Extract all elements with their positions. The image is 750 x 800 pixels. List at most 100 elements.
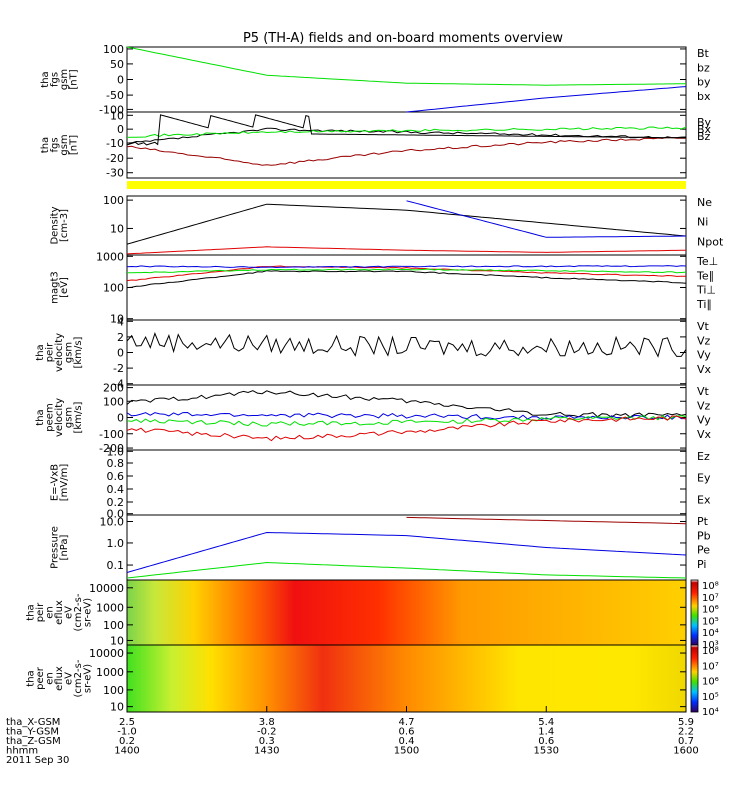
fgs-frame bbox=[126, 46, 687, 113]
peir_spec-colorbar-label: 10⁸ bbox=[702, 581, 719, 592]
fgs_dsl-tick-label: 0 bbox=[117, 123, 124, 136]
xaxis-row-label: tha_Z-GSM bbox=[6, 736, 61, 747]
density-legend-2: Npot bbox=[697, 235, 724, 248]
peir_spec-ylabel: (cm2-s- bbox=[73, 593, 84, 631]
peer_spec-ylabel: sr-eV) bbox=[83, 664, 94, 693]
peem_vel-tick-label: -100 bbox=[99, 428, 124, 441]
peir_vel-legend-3: Vx bbox=[697, 363, 712, 376]
pressure-tick-label: 1.0 bbox=[107, 537, 125, 550]
xaxis-value: 2.5 bbox=[119, 717, 135, 728]
efield-tick-label: 0.4 bbox=[107, 483, 125, 496]
efield-legend-2: Ex bbox=[697, 493, 711, 506]
series-fgs_dsl-2 bbox=[126, 127, 687, 144]
fgs_dsl-tick-label: 10 bbox=[110, 109, 124, 122]
series-pressure-18 bbox=[126, 531, 687, 573]
peir_vel-frame bbox=[126, 319, 687, 386]
xaxis-value: 3.8 bbox=[259, 717, 275, 728]
xaxis-value: 0.2 bbox=[119, 736, 135, 747]
peir_spec-ylabel: eV bbox=[64, 606, 75, 619]
series-peir_vel-12 bbox=[126, 332, 687, 358]
panel-peir_spec: 10⁸10⁷10⁶10⁵10⁴10³10000100010010thapeire… bbox=[26, 579, 719, 651]
peir_spec-colorbar-label: 10³ bbox=[702, 640, 719, 651]
peer_spec-ylabel: peer bbox=[35, 666, 46, 690]
efield-tick-label: 0.0 bbox=[107, 508, 125, 521]
pressure-legend-2: Pe bbox=[697, 544, 710, 557]
series-peem_vel-15 bbox=[126, 415, 687, 427]
fgs_dsl-ylabel: tha bbox=[40, 137, 51, 153]
peem_vel-ylabel: tha bbox=[35, 409, 46, 425]
series-temp-10 bbox=[126, 265, 687, 269]
series-fgs_dsl-3 bbox=[126, 136, 686, 166]
peer_spec-tick-label: 10000 bbox=[89, 647, 124, 660]
series-temp-11 bbox=[126, 268, 687, 274]
xaxis-value: 0.3 bbox=[259, 736, 275, 747]
panel-efield: 1.00.80.60.40.20.0 E=-VxB[mV/m] Ez Ey Ex bbox=[49, 445, 711, 520]
fgs_dsl-tick-label: -30 bbox=[106, 167, 124, 180]
peir_vel-tick-label: -2 bbox=[113, 362, 124, 375]
peem_vel-legend-2: Vy bbox=[697, 414, 711, 427]
peer_spec-spectrogram bbox=[127, 645, 686, 712]
peir_spec-ylabel: en bbox=[45, 606, 56, 619]
peir_spec-ylabel: sr-eV) bbox=[83, 598, 94, 627]
series-fgs_dsl-sawtooth bbox=[126, 114, 686, 146]
fgs_dsl-ylabel: gsm bbox=[59, 134, 70, 155]
xaxis-value: 0.6 bbox=[538, 736, 554, 747]
peem_vel-ylabel: [km/s] bbox=[73, 401, 84, 433]
pressure-frame bbox=[126, 514, 687, 581]
peir_spec-tick-label: 1000 bbox=[96, 601, 124, 614]
peem_vel-ylabel: gsm bbox=[64, 407, 75, 428]
efield-tick-label: 0.6 bbox=[107, 470, 125, 483]
pressure-legend-3: Pi bbox=[697, 558, 706, 571]
peer_spec-ylabel: eflux bbox=[54, 666, 65, 691]
xaxis-value: 1400 bbox=[114, 746, 139, 757]
fgs_dsl-ylabel: fgs bbox=[49, 137, 60, 152]
xaxis-value: -1.0 bbox=[117, 727, 137, 738]
fgs_dsl-legend-1: Bx bbox=[697, 123, 712, 136]
xaxis-row-label: hhmm bbox=[6, 746, 38, 757]
peir_vel-legend-1: Vz bbox=[697, 334, 711, 347]
fgs-tick-label: 0 bbox=[117, 74, 124, 87]
peem_vel-legend-3: Vx bbox=[697, 428, 712, 441]
fgs-ylabel: [nT] bbox=[68, 69, 79, 89]
series-fgs_dsl-4 bbox=[126, 126, 687, 138]
temp-legend-2: Ti⊥ bbox=[696, 284, 716, 297]
fgs-ylabel: gsm bbox=[59, 69, 70, 90]
series-density-7 bbox=[126, 246, 687, 255]
peir_spec-colorbar-label: 10⁶ bbox=[702, 605, 719, 616]
xaxis-value: 1500 bbox=[394, 746, 419, 757]
xaxis-value: 4.7 bbox=[399, 717, 415, 728]
fgs-legend-3: bx bbox=[697, 90, 711, 103]
fgs_dsl-tick-label: -10 bbox=[106, 137, 124, 150]
fgs-ylabel: fgs bbox=[49, 72, 60, 87]
temp-legend-3: Ti∥ bbox=[696, 298, 712, 311]
temp-tick-label: 10 bbox=[110, 313, 124, 326]
density-tick-label: 100 bbox=[103, 194, 124, 207]
peer_spec-ylabel: tha bbox=[26, 670, 37, 686]
fgs_dsl-tick-label: -20 bbox=[106, 152, 124, 165]
peir_vel-legend-0: Vt bbox=[697, 320, 710, 333]
xaxis-row-label: tha_X-GSM bbox=[6, 717, 60, 728]
xaxis-value: 1530 bbox=[534, 746, 559, 757]
series-density-5 bbox=[126, 203, 687, 245]
peir_vel-tick-label: 2 bbox=[117, 331, 124, 344]
efield-ylabel: E=-VxB bbox=[49, 464, 60, 501]
efield-tick-label: 1.0 bbox=[107, 445, 125, 458]
peem_vel-tick-label: 100 bbox=[103, 395, 124, 408]
fgs-legend-1: bz bbox=[697, 61, 710, 74]
xaxis-value: -0.2 bbox=[257, 727, 277, 738]
peer_spec-ylabel: (cm2-s- bbox=[73, 659, 84, 697]
temp-ylabel: magt3 bbox=[49, 271, 60, 304]
peir_vel-tick-label: 0 bbox=[117, 347, 124, 360]
peer_spec-colorbar-label: 10⁵ bbox=[702, 692, 719, 703]
peem_vel-legend-1: Vz bbox=[697, 399, 711, 412]
series-temp-8 bbox=[126, 265, 687, 282]
peem_vel-tick-label: 0 bbox=[117, 412, 124, 425]
peir_spec-spectrogram bbox=[127, 580, 686, 645]
efield-ylabel: [mV/m] bbox=[59, 464, 70, 502]
temp-legend-0: Te⊥ bbox=[696, 255, 718, 268]
pressure-tick-label: 10.0 bbox=[100, 516, 125, 529]
xaxis-row-label: tha_Y-GSM bbox=[6, 727, 59, 738]
efield-frame bbox=[126, 449, 687, 516]
density-legend-1: Ni bbox=[697, 216, 708, 229]
